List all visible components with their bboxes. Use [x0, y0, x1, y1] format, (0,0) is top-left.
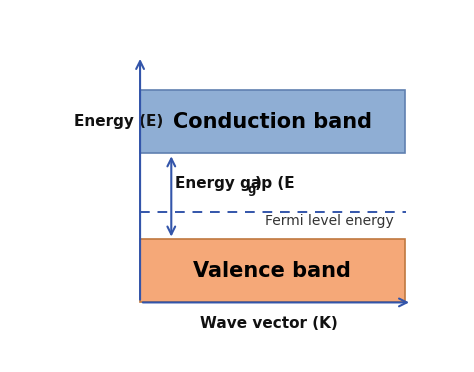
Text: Energy (E): Energy (E) — [74, 115, 163, 129]
Text: Energy gap (E: Energy gap (E — [175, 176, 294, 191]
Text: Fermi level energy: Fermi level energy — [265, 214, 394, 228]
Bar — [140, 90, 405, 154]
Text: Wave vector (K): Wave vector (K) — [200, 317, 337, 331]
Text: Conduction band: Conduction band — [173, 112, 372, 132]
Text: Valence band: Valence band — [193, 261, 351, 281]
Text: ): ) — [255, 176, 262, 191]
Bar — [140, 240, 405, 302]
Text: g: g — [248, 183, 256, 196]
